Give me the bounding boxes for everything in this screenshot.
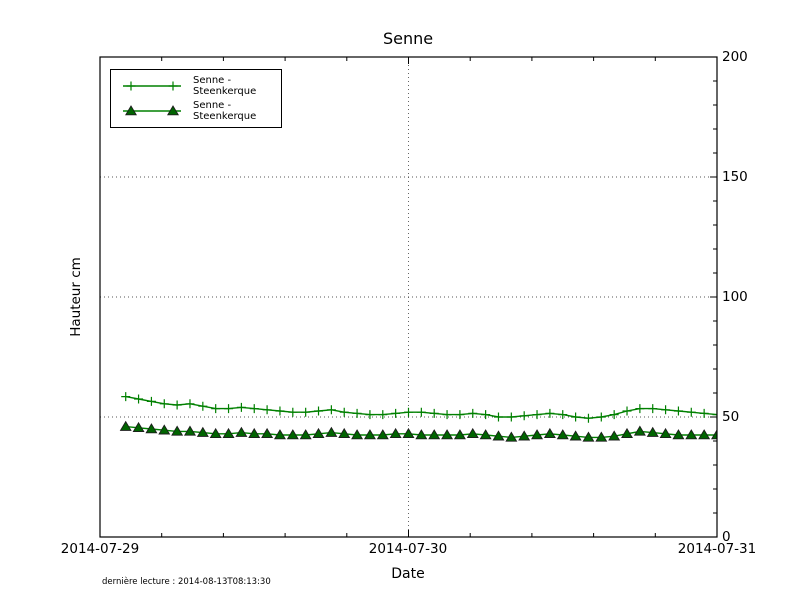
x-tick-label: 2014-07-31 bbox=[677, 541, 757, 557]
y-axis-label: Hauteur cm bbox=[68, 257, 84, 337]
plot-frame bbox=[99, 56, 718, 538]
legend-item: Senne - Steenkerque bbox=[121, 75, 281, 97]
y-tick-label: 150 bbox=[722, 169, 748, 185]
y-tick-label: 200 bbox=[722, 49, 748, 65]
legend-label: Senne - Steenkerque bbox=[193, 75, 257, 98]
legend-sample-plus-icon bbox=[123, 81, 181, 91]
footnotes: dernière lecture : 2014-08-13T08:13:30 d… bbox=[102, 559, 271, 600]
legend-item: Senne - Steenkerque bbox=[121, 100, 281, 122]
y-tick-label: 100 bbox=[722, 289, 748, 305]
x-axis-label: Date bbox=[391, 566, 425, 582]
last-reading-note: dernière lecture : 2014-08-13T08:13:30 bbox=[102, 577, 271, 587]
x-tick-label: 2014-07-30 bbox=[368, 541, 448, 557]
legend-box: Senne - Steenkerque Senne - Steenkerque bbox=[110, 69, 282, 128]
legend-label: Senne - Steenkerque bbox=[193, 99, 257, 122]
y-tick-label: 0 bbox=[722, 529, 731, 545]
x-tick-label: 2014-07-29 bbox=[60, 541, 140, 557]
series-1 bbox=[119, 420, 717, 442]
legend-sample-triangle-icon bbox=[123, 104, 181, 115]
y-tick-label: 50 bbox=[722, 409, 740, 425]
series-0 bbox=[121, 392, 717, 423]
chart-title: Senne bbox=[382, 29, 434, 48]
